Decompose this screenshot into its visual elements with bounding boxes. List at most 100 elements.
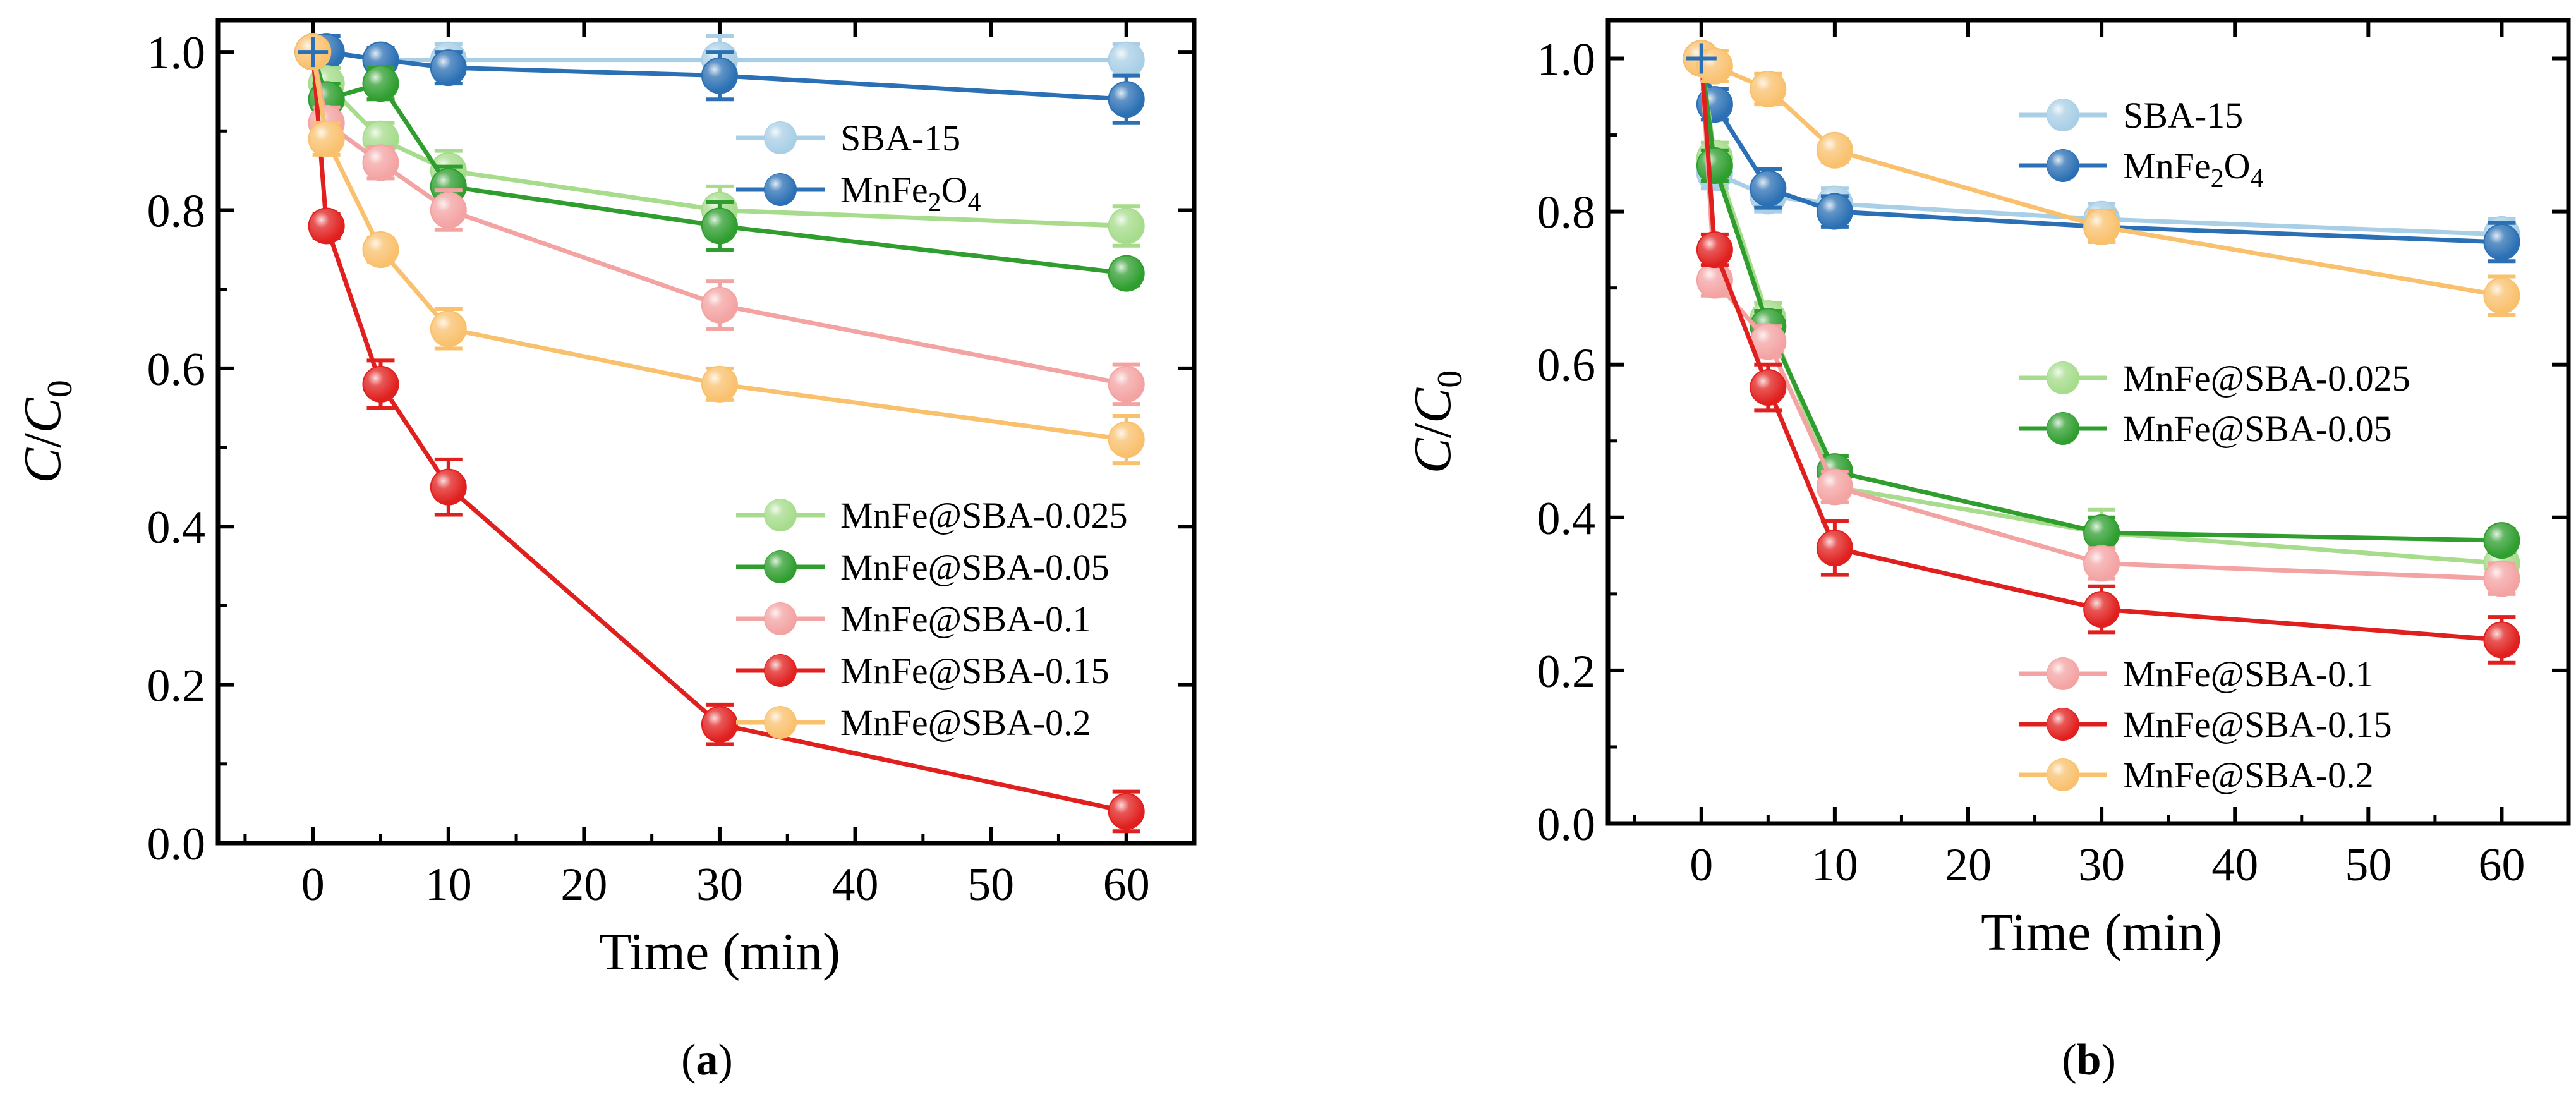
panel-b-data-point-highlight bbox=[1751, 370, 1786, 405]
panel-a-legend-label-sub: 2 bbox=[928, 188, 941, 217]
panel-b-data-point-highlight bbox=[2484, 225, 2519, 260]
panel-b-legend-marker-highlight bbox=[2047, 658, 2079, 689]
panel-a-y-tick-label: 0.4 bbox=[147, 502, 206, 554]
panel-a-y-tick-label: 0.8 bbox=[147, 185, 206, 237]
panel-a-y-axis-label: C/C0 bbox=[13, 380, 80, 483]
panel-a-legend-marker-highlight bbox=[765, 655, 796, 686]
panel-b-data-point-highlight bbox=[2484, 278, 2519, 313]
panel-a-caption-open: ( bbox=[681, 1036, 696, 1084]
panel-b-caption-letter: b bbox=[2077, 1036, 2101, 1084]
panel-a-data-point-highlight bbox=[309, 121, 344, 156]
panel-b-data-point-highlight bbox=[1697, 148, 1732, 183]
panel-a-legend-marker-highlight bbox=[765, 174, 796, 205]
panel-a-legend-label: MnFe2O4 bbox=[840, 169, 981, 217]
panel-b-y-tick-label: 0.0 bbox=[1537, 799, 1596, 851]
panel-a-legend-label-sub: 4 bbox=[967, 188, 981, 217]
panel-a-legend-marker-highlight bbox=[765, 499, 796, 531]
panel-a-data-point-highlight bbox=[702, 209, 737, 243]
panel-b-data-point-highlight bbox=[2484, 523, 2519, 558]
panel-b-series-2 bbox=[1683, 40, 2520, 582]
panel-b-legend-label: MnFe@SBA-0.15 bbox=[2123, 704, 2392, 745]
panel-a-data-point-highlight bbox=[702, 367, 737, 401]
panel-b-y-axis-label: C/C0 bbox=[1403, 370, 1470, 473]
panel-b-data-point-highlight bbox=[1817, 531, 1852, 566]
panel-b-data-point-highlight bbox=[1751, 71, 1786, 106]
panel-b-data-point-highlight bbox=[2484, 561, 2519, 596]
panel-a-legend-marker-highlight bbox=[765, 707, 796, 738]
panel-a-legend-label-part: O bbox=[941, 169, 968, 210]
panel-b-legend-label: SBA-15 bbox=[2123, 95, 2243, 136]
panel-a-y-tick-label: 1.0 bbox=[147, 27, 206, 79]
panel-b-y-axis-label-slash: / bbox=[1403, 423, 1462, 438]
panel-b-caption-close: ) bbox=[2101, 1036, 2116, 1084]
panel-b-data-point-highlight bbox=[1817, 133, 1852, 167]
panel-a-y-tick-label: 0.6 bbox=[147, 344, 206, 396]
panel-a-legend-label-part: MnFe bbox=[840, 169, 928, 210]
panel-a-data-point-highlight bbox=[1109, 209, 1144, 243]
panel-a-y-axis-label-c2: C bbox=[13, 397, 72, 433]
panel-a-data-point-highlight bbox=[1109, 422, 1144, 457]
panel-a-legend-upper: SBA-15 MnFe2O4 bbox=[736, 118, 981, 217]
panel-b-x-tick-label: 60 bbox=[2478, 839, 2525, 891]
panel-a-y-axis-label-slash: / bbox=[13, 433, 72, 448]
panel-a-data-point-highlight bbox=[363, 233, 398, 267]
panel-b-legend-label-sub: 2 bbox=[2211, 164, 2224, 193]
panel-a-caption: (a) bbox=[681, 1036, 733, 1084]
panel-a-legend-label: MnFe@SBA-0.15 bbox=[840, 650, 1110, 691]
panel-b-legend-marker-highlight bbox=[2047, 708, 2079, 740]
panel-a-data-point-highlight bbox=[363, 367, 398, 401]
panel-a-x-tick-label: 10 bbox=[425, 859, 472, 911]
panel-b-data-point-highlight bbox=[1751, 324, 1786, 359]
panel-b-x-tick-label: 50 bbox=[2345, 839, 2392, 891]
panel-b-legend-marker-highlight bbox=[2047, 362, 2079, 394]
panel-a-data-point-highlight bbox=[431, 51, 466, 85]
panel-b-legend-middle: MnFe@SBA-0.025 MnFe@SBA-0.05 bbox=[2019, 358, 2410, 449]
panel-b-y-tick-label: 1.0 bbox=[1537, 34, 1596, 86]
panel-a-x-tick-label: 60 bbox=[1103, 859, 1150, 911]
panel-a-data-point-highlight bbox=[1109, 256, 1144, 291]
panel-b-legend-label-part: O bbox=[2224, 145, 2251, 186]
panel-b-series-line bbox=[1699, 58, 2502, 642]
panel-a-data-point-highlight bbox=[1109, 794, 1144, 829]
panel-b-y-tick-label: 0.2 bbox=[1537, 646, 1596, 698]
panel-a-data-point-highlight bbox=[1109, 82, 1144, 117]
panel-a-data-point-highlight bbox=[431, 312, 466, 346]
panel-b-data-point-highlight bbox=[2084, 592, 2119, 627]
panel-b-series-6 bbox=[1683, 40, 2520, 317]
panel-b-caption: (b) bbox=[2062, 1036, 2116, 1084]
panel-b-data-point-highlight bbox=[1817, 470, 1852, 504]
panel-a-legend-label: SBA-15 bbox=[840, 118, 960, 159]
panel-b-x-tick-label: 10 bbox=[1811, 839, 1858, 891]
panel-b-y-tick-label: 0.8 bbox=[1537, 187, 1596, 239]
panel-b-legend-marker-highlight bbox=[2047, 759, 2079, 791]
panel-a-data-point-highlight bbox=[363, 145, 398, 180]
panel-b-x-tick-label: 30 bbox=[2078, 839, 2125, 891]
panel-b-legend-label: MnFe@SBA-0.2 bbox=[2123, 755, 2374, 796]
panel-a-y-tick-label: 0.2 bbox=[147, 660, 206, 712]
panel-b-legend-label-part: MnFe bbox=[2123, 145, 2211, 186]
panel-a-data-point-highlight bbox=[1109, 367, 1144, 401]
panel-a-series-5 bbox=[294, 33, 1145, 834]
panel-b-data-point-highlight bbox=[2084, 209, 2119, 244]
panel-a-data-point-highlight bbox=[309, 209, 344, 243]
panel-b-y-tick-label: 0.4 bbox=[1537, 493, 1596, 545]
panel-b-legend-label: MnFe2O4 bbox=[2123, 145, 2263, 193]
panel-a-y-axis-label-c: C bbox=[13, 447, 72, 483]
panel-a-data-point-highlight bbox=[1109, 42, 1144, 77]
panel-b-data-point-highlight bbox=[1751, 171, 1786, 206]
panel-a-legend-label: MnFe@SBA-0.05 bbox=[840, 547, 1110, 588]
panel-a-legend-marker-highlight bbox=[765, 122, 796, 154]
panel-b-legend-marker-highlight bbox=[2047, 150, 2079, 181]
panel-a-y-axis-label-sub: 0 bbox=[40, 380, 80, 398]
panel-b-data-point-highlight bbox=[1697, 233, 1732, 267]
panel-a-x-axis-label: Time (min) bbox=[599, 923, 840, 981]
panel-a-legend-lower: MnFe@SBA-0.025 MnFe@SBA-0.05 MnFe@SBA-0.1 M… bbox=[736, 495, 1128, 743]
panel-b-series-line bbox=[1700, 56, 2503, 298]
panel-a-x-tick-label: 30 bbox=[696, 859, 743, 911]
panel-a-legend-label: MnFe@SBA-0.025 bbox=[840, 495, 1128, 536]
panel-b-caption-open: ( bbox=[2062, 1036, 2076, 1084]
panel-b-legend-label: MnFe@SBA-0.025 bbox=[2123, 358, 2410, 399]
